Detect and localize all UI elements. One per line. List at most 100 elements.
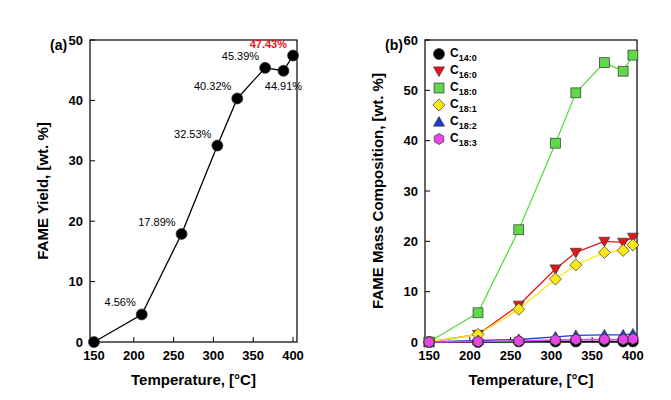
legend-label-main: C [450, 46, 459, 60]
series-line [429, 245, 633, 342]
y-tick [90, 221, 95, 222]
legend-label-main: C [450, 97, 459, 111]
y-tick [425, 191, 430, 192]
x-tick-label: 400 [622, 348, 644, 363]
data-point [571, 334, 581, 345]
data-point [278, 65, 289, 76]
legend-label: C18:3 [450, 131, 477, 148]
data-point [628, 50, 638, 60]
data-point [423, 336, 435, 348]
legend-marker [434, 134, 444, 145]
data-label: 44.91% [265, 80, 303, 92]
y-tick [90, 281, 95, 282]
x-tick-label: 200 [123, 348, 145, 363]
y-tick-label: 30 [404, 184, 418, 199]
legend-label-sub: 18:1 [459, 104, 477, 114]
data-point [599, 58, 609, 68]
data-point [628, 333, 638, 344]
x-tick-label: 250 [163, 348, 185, 363]
x-tick-label: 350 [581, 348, 603, 363]
data-point [513, 336, 524, 347]
plot-area [423, 50, 639, 348]
plot-frame [425, 40, 637, 342]
data-point [514, 335, 524, 346]
x-tick-label: 300 [203, 348, 225, 363]
legend-label: C14:0 [450, 46, 477, 63]
data-point [599, 237, 610, 247]
data-point [600, 334, 610, 345]
y-tick-label: 10 [69, 274, 83, 289]
series-line [94, 56, 293, 342]
legend-label-sub: 16:0 [459, 70, 477, 80]
y-tick-label: 50 [404, 83, 418, 98]
legend-marker [434, 67, 445, 77]
data-point [212, 140, 223, 151]
y-tick-label: 30 [69, 153, 83, 168]
y-tick-label: 20 [404, 234, 418, 249]
data-point [627, 239, 639, 251]
y-tick [425, 241, 430, 242]
data-point [88, 337, 99, 348]
figure: 15020025030035040001020304050(a)Temperat… [0, 0, 671, 400]
x-axis-title: Temperature, [°C] [469, 371, 594, 388]
legend-label: C18:1 [450, 97, 477, 114]
panel-title: (a) [50, 37, 67, 53]
y-tick-label: 20 [69, 214, 83, 229]
x-axis-title: Temperature, [°C] [131, 371, 256, 388]
data-point [598, 246, 610, 258]
legend-label-sub: 18:0 [459, 87, 477, 97]
y-tick [425, 140, 430, 141]
y-axis-title: FAME Mass Composition, [wt. %] [369, 73, 386, 309]
data-point [571, 88, 581, 98]
y-tick-label: 50 [69, 33, 83, 48]
y-tick [90, 100, 95, 101]
data-point [424, 337, 434, 348]
y-tick-label: 0 [411, 335, 418, 350]
x-tick-label: 250 [500, 348, 522, 363]
y-tick [90, 160, 95, 161]
legend-marker [434, 117, 445, 127]
legend-marker [434, 83, 444, 93]
data-point [549, 273, 561, 285]
x-tick-label: 150 [418, 348, 440, 363]
legend-label-main: C [450, 80, 459, 94]
data-point [570, 248, 581, 258]
panel-title: (b) [385, 37, 403, 53]
data-label: 45.39% [222, 50, 260, 62]
data-point [617, 244, 629, 256]
data-label: 17.89% [138, 216, 176, 228]
x-tick-label: 150 [83, 348, 105, 363]
y-tick [425, 40, 430, 41]
data-label: 32.53% [174, 128, 212, 140]
data-label: 4.56% [105, 296, 136, 308]
x-tick-label: 200 [459, 348, 481, 363]
x-tick [293, 337, 294, 342]
legend-label-main: C [450, 131, 459, 145]
y-tick [90, 40, 95, 41]
series-line [429, 237, 633, 342]
data-point [570, 259, 582, 271]
data-point [473, 337, 484, 348]
data-point [618, 334, 628, 345]
legend-label-sub: 14:0 [459, 53, 477, 63]
data-point [514, 225, 524, 235]
x-tick-label: 350 [242, 348, 264, 363]
y-tick-label: 10 [404, 284, 418, 299]
data-point [551, 138, 561, 148]
y-axis-title: FAME Yield, [wt. %] [34, 122, 51, 260]
x-tick [213, 337, 214, 342]
series-line [429, 55, 633, 342]
x-tick-label: 300 [541, 348, 563, 363]
y-tick-label: 0 [76, 335, 83, 350]
data-point [176, 228, 187, 239]
x-tick [133, 337, 134, 342]
legend-label: C16:0 [450, 63, 477, 80]
data-point [473, 308, 483, 318]
legend-label-sub: 18:3 [459, 138, 477, 148]
data-label: 40.32% [194, 80, 232, 92]
data-point [424, 337, 434, 347]
x-tick-label: 400 [282, 348, 304, 363]
y-tick-label: 40 [69, 93, 83, 108]
legend-label: C18:0 [450, 80, 477, 97]
y-tick [425, 90, 430, 91]
